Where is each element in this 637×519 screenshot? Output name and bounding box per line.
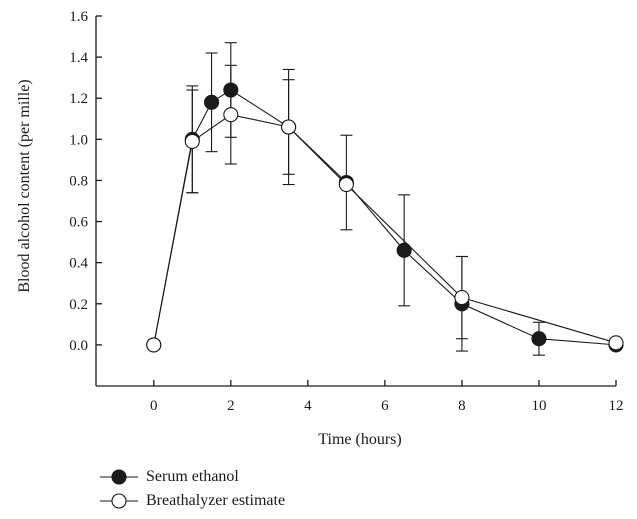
point-serum-ethanol xyxy=(396,242,412,258)
x-tick-label: 12 xyxy=(609,398,624,414)
series-line-breathalyzer xyxy=(153,114,617,345)
point-breathalyzer xyxy=(338,177,354,193)
point-breathalyzer xyxy=(454,290,470,306)
x-axis-label: Time (hours) xyxy=(318,431,401,448)
filled-circle-marker-icon xyxy=(100,469,138,485)
y-tick-label: 0.8 xyxy=(69,173,88,189)
point-breathalyzer xyxy=(608,335,624,351)
point-breathalyzer xyxy=(223,107,239,123)
y-tick-label: 1.6 xyxy=(69,9,88,25)
axes: 0.0 0.2 0.4 0.6 0.8 1.0 1.2 1.4 1.6 0 2 4 6 8 10 12 xyxy=(69,9,623,414)
y-axis-label: Blood alcohol content (per mille) xyxy=(16,79,33,292)
x-tick-label: 4 xyxy=(304,398,312,414)
series-lines xyxy=(153,89,617,346)
y-tick-label: 0.0 xyxy=(69,338,88,354)
series-line-serum-ethanol xyxy=(153,89,617,346)
point-breathalyzer xyxy=(146,337,162,353)
point-serum-ethanol xyxy=(531,331,547,347)
y-tick-label: 0.2 xyxy=(69,297,88,313)
y-tick-label: 1.0 xyxy=(69,132,88,148)
point-serum-ethanol xyxy=(223,82,239,98)
y-tick-label: 1.2 xyxy=(69,91,88,107)
point-breathalyzer xyxy=(184,133,200,149)
legend-item-breathalyzer: Breathalyzer estimate xyxy=(100,489,400,513)
legend-label-breathalyzer: Breathalyzer estimate xyxy=(146,492,286,509)
point-serum-ethanol xyxy=(204,94,220,110)
y-tick-label: 0.4 xyxy=(69,256,88,272)
legend-item-serum-ethanol: Serum ethanol xyxy=(100,465,400,489)
x-tick-label: 0 xyxy=(150,398,158,414)
error-bars xyxy=(186,42,622,356)
x-tick-label: 10 xyxy=(531,398,546,414)
legend: Serum ethanol Breathalyzer estimate xyxy=(100,465,400,513)
x-tick-label: 8 xyxy=(458,398,466,414)
y-tick-label: 0.6 xyxy=(69,215,88,231)
x-tick-label: 6 xyxy=(381,398,389,414)
data-points xyxy=(146,82,624,353)
legend-label-serum-ethanol: Serum ethanol xyxy=(146,468,239,485)
y-tick-label: 1.4 xyxy=(69,50,88,66)
x-tick-label: 2 xyxy=(227,398,235,414)
open-circle-marker-icon xyxy=(100,493,138,509)
point-breathalyzer xyxy=(281,119,297,135)
